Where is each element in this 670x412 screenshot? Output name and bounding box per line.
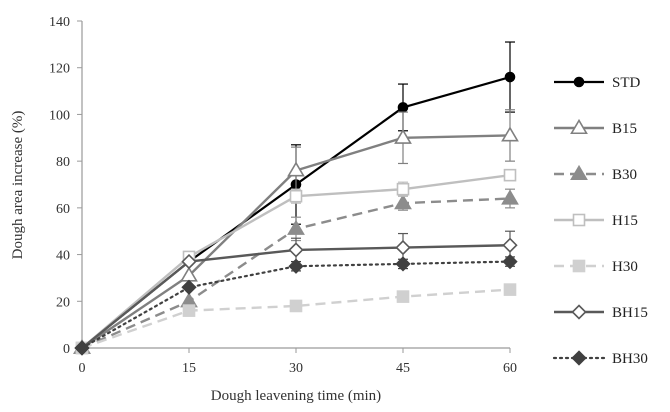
data-point xyxy=(289,189,303,203)
data-point xyxy=(181,279,197,295)
y-tick-label: 120 xyxy=(49,62,70,77)
legend-marker xyxy=(571,304,587,320)
data-point xyxy=(289,299,303,313)
legend-marker xyxy=(572,259,586,273)
data-point xyxy=(287,161,305,177)
legend-item-bh30: BH30 xyxy=(552,350,648,367)
y-tick-label: 60 xyxy=(56,202,70,217)
data-point xyxy=(182,304,196,317)
data-point xyxy=(394,128,412,144)
data-point xyxy=(288,258,304,274)
data-point xyxy=(504,71,516,83)
legend-item-bh15: BH15 xyxy=(554,304,648,321)
legend-item-b15: B15 xyxy=(554,118,637,137)
legend-label: H30 xyxy=(612,259,638,275)
legend-label: H15 xyxy=(612,213,638,229)
series-bh30 xyxy=(74,253,518,356)
x-tick-label: 45 xyxy=(396,361,410,376)
y-tick-label: 100 xyxy=(49,108,70,123)
data-point xyxy=(503,283,517,296)
y-tick-label: 80 xyxy=(56,155,70,170)
legend-label: B30 xyxy=(612,167,637,183)
x-tick-label: 15 xyxy=(182,361,196,376)
data-point xyxy=(395,256,411,272)
data-point xyxy=(394,194,412,210)
legend-label: B15 xyxy=(612,121,637,137)
legend-item-h30: H30 xyxy=(554,259,638,275)
legend-label: BH15 xyxy=(612,305,648,321)
legend: STD B15 B30 H15 H30 BH15 BH30 xyxy=(552,75,648,367)
data-point xyxy=(181,253,197,270)
legend-label: STD xyxy=(612,75,641,91)
data-point xyxy=(501,126,519,142)
legend-marker xyxy=(571,350,587,366)
data-point xyxy=(396,290,410,303)
legend-marker xyxy=(570,118,588,135)
x-tick-label: 0 xyxy=(79,361,86,376)
y-tick-labels: 0 20 40 60 80 100 120 140 xyxy=(49,15,82,357)
data-point xyxy=(395,239,411,256)
series-h30 xyxy=(75,283,517,355)
y-tick-label: 0 xyxy=(63,342,70,357)
legend-marker xyxy=(572,213,586,227)
x-axis-title: Dough leavening time (min) xyxy=(211,388,381,404)
data-point xyxy=(501,189,519,205)
y-tick-label: 140 xyxy=(49,15,70,30)
data-point xyxy=(503,168,517,182)
data-point xyxy=(502,237,518,253)
data-point xyxy=(397,102,409,113)
y-axis-title: Dough area increase (%) xyxy=(10,111,26,260)
legend-label: BH30 xyxy=(612,351,648,367)
x-tick-label: 60 xyxy=(503,361,517,376)
data-point xyxy=(396,182,410,196)
legend-item-std: STD xyxy=(554,75,641,91)
legend-marker xyxy=(570,164,588,181)
legend-item-b30: B30 xyxy=(554,164,637,183)
data-point xyxy=(74,340,90,356)
data-point xyxy=(288,242,304,258)
data-point xyxy=(287,219,305,235)
x-tick-label: 30 xyxy=(289,361,303,376)
y-tick-label: 20 xyxy=(56,295,70,310)
data-point xyxy=(502,253,518,270)
legend-marker xyxy=(573,76,585,88)
y-tick-label: 40 xyxy=(56,249,70,264)
series-line xyxy=(80,260,512,350)
plot-area xyxy=(73,41,519,356)
x-tick-labels: 0 15 30 45 60 xyxy=(79,348,517,376)
legend-item-h15: H15 xyxy=(554,213,638,229)
